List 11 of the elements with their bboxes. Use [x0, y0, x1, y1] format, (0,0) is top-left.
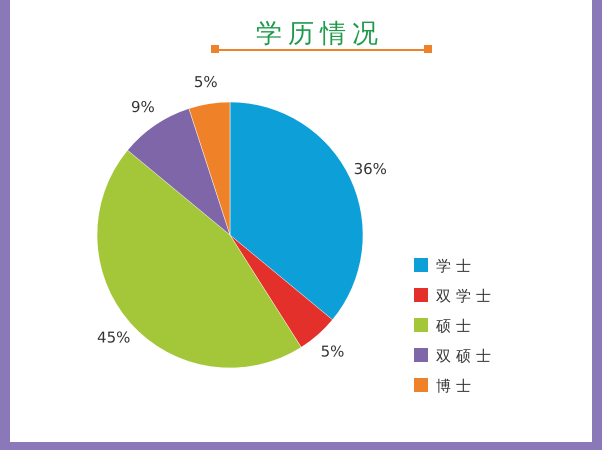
data-label: 9% — [130, 98, 155, 116]
data-label: 36% — [354, 160, 387, 178]
legend-label: 双学士 — [436, 287, 496, 305]
data-label: 5% — [194, 72, 218, 91]
data-label: 5% — [320, 342, 344, 360]
legend-label: 双硕士 — [436, 347, 496, 365]
legend-label: 学士 — [436, 257, 476, 275]
legend-label: 硕士 — [435, 317, 476, 335]
legend-label: 博士 — [436, 377, 476, 395]
data-label: 45% — [97, 328, 130, 347]
chart-title: 学历情况 — [256, 19, 384, 49]
